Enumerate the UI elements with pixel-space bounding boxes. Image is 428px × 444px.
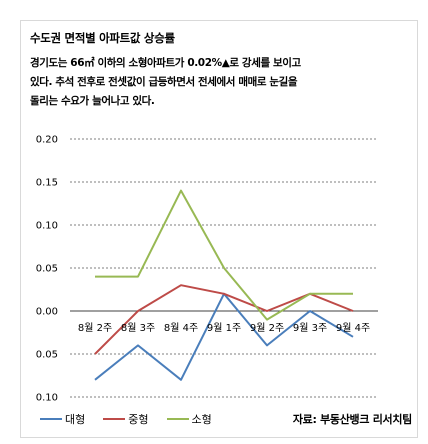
y-tick-label: 0.00	[36, 307, 58, 318]
legend-label-small: 소형	[191, 413, 212, 426]
legend-label-large: 대형	[65, 413, 86, 426]
legend-label-medium: 중형	[128, 413, 149, 426]
description-line-2: 있다. 추석 전후로 전셋값이 급등하면서 전세에서 매매로 눈길을	[30, 76, 298, 88]
y-tick-label: 0.05	[36, 350, 58, 361]
x-tick-label: 9월 1주	[207, 322, 241, 334]
x-tick-label: 9월 3주	[293, 322, 327, 334]
x-tick-label: 8월 2주	[78, 322, 112, 334]
legend-swatch-large	[40, 418, 62, 420]
chart-frame	[20, 20, 418, 438]
x-tick-label: 9월 2주	[250, 322, 284, 334]
y-tick-label: 0.20	[36, 135, 58, 146]
y-tick-label: 0.10	[36, 221, 58, 232]
y-tick-label: 0.10	[36, 393, 58, 404]
description-line-1: 경기도는 66㎡ 이하의 소형아파트가 0.02%▲로 강세를 보이고	[30, 57, 301, 69]
x-tick-label: 8월 4주	[164, 322, 198, 334]
chart-legend: 대형 중형 소형	[40, 411, 230, 427]
legend-item-small: 소형	[166, 411, 212, 427]
y-tick-label: 0.15	[36, 178, 58, 189]
series-line-소형	[95, 189, 353, 321]
legend-item-medium: 중형	[103, 411, 149, 427]
chart-source: 자료: 부동산뱅크 리서치팀	[292, 413, 412, 426]
legend-item-large: 대형	[40, 411, 85, 427]
x-tick-label: 9월 4주	[336, 322, 370, 334]
legend-swatch-medium	[103, 418, 126, 420]
description-line-3: 돌리는 수요가 늘어나고 있다.	[30, 95, 155, 107]
chart-title: 수도권 면적별 아파트값 상승률	[30, 31, 175, 45]
series-line-대형	[94, 292, 354, 381]
legend-swatch-small	[166, 418, 189, 420]
y-tick-label: 0.05	[36, 264, 58, 275]
x-tick-label: 8월 3주	[121, 322, 155, 334]
chart-description: 경기도는 66㎡ 이하의 소형아파트가 0.02%▲로 강세를 보이고 있다. …	[30, 54, 415, 111]
